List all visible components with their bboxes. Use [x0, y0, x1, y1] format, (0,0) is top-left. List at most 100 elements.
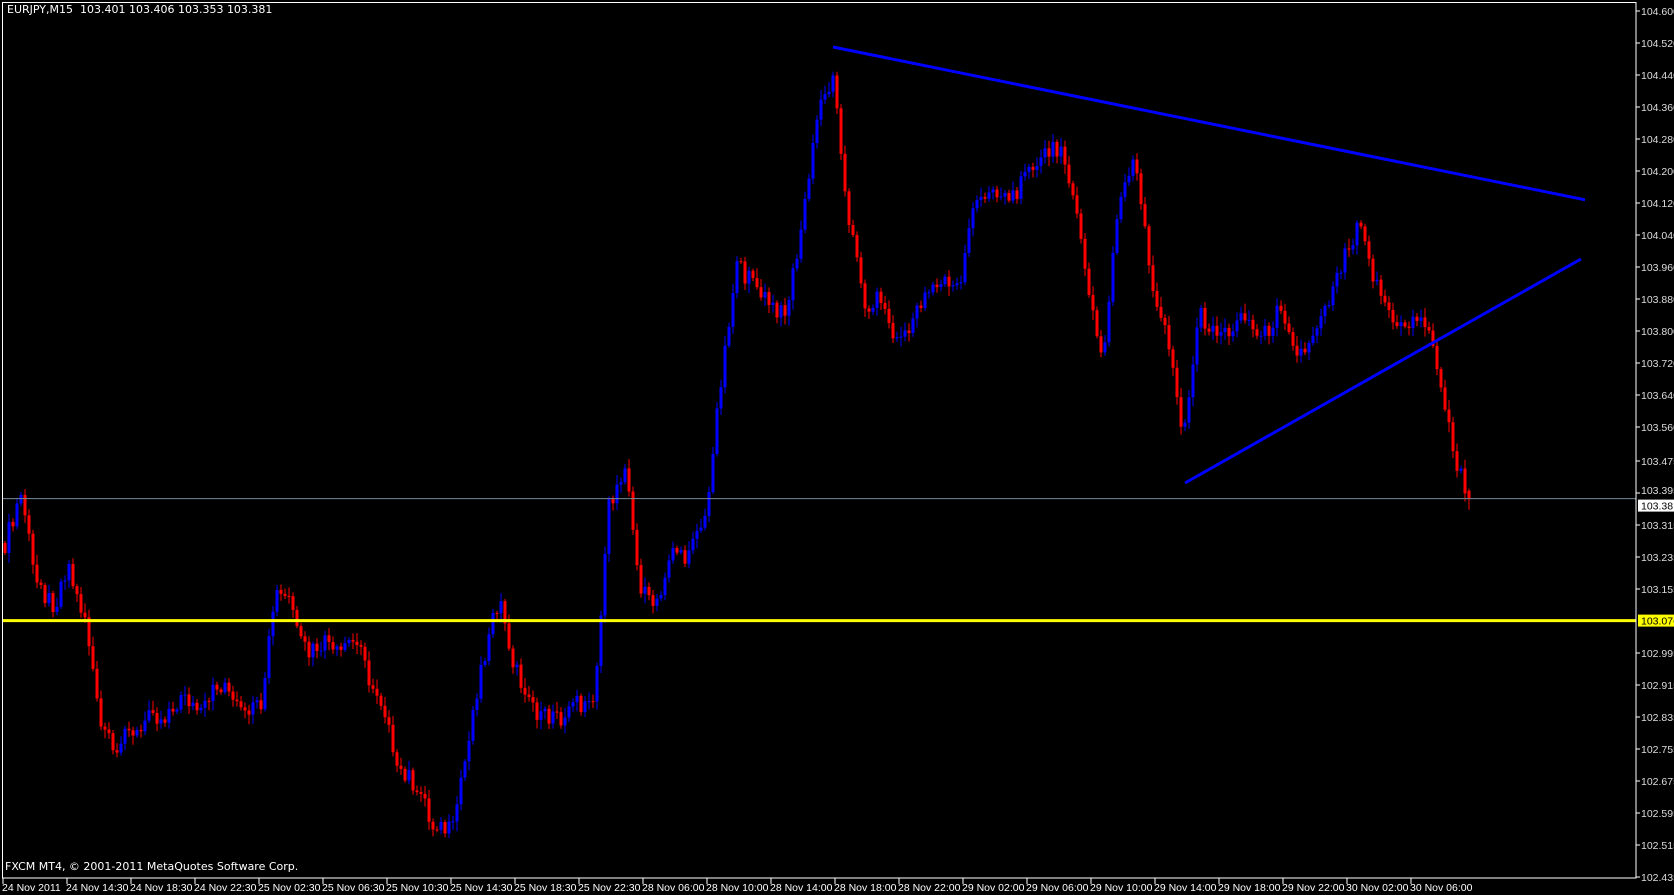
candle-body: [71, 563, 75, 587]
candle-body: [311, 643, 315, 658]
candle-body: [323, 635, 327, 651]
candle-body: [1427, 327, 1431, 331]
candle-body: [231, 691, 235, 700]
candle-body: [183, 694, 187, 696]
candle-body: [1031, 166, 1035, 170]
candle-body: [463, 761, 467, 778]
candle-body: [651, 595, 655, 606]
candle-body: [787, 300, 791, 316]
candle-body: [1291, 332, 1295, 346]
candle-body: [1431, 330, 1435, 346]
candle-body: [887, 308, 891, 323]
candle-body: [1175, 367, 1179, 398]
candle-body: [479, 664, 483, 699]
candle-body: [115, 750, 119, 753]
candle-body: [999, 196, 1003, 198]
candle-body: [1087, 268, 1091, 295]
candle-body: [675, 548, 679, 553]
candle-body: [1023, 171, 1027, 177]
candle-body: [195, 702, 199, 711]
candle-body: [959, 282, 963, 284]
candle-body: [103, 726, 107, 730]
candle-body: [1103, 342, 1107, 353]
candle-body: [811, 143, 815, 179]
candle-body: [1019, 176, 1023, 199]
candle-body: [427, 798, 431, 822]
candle-body: [487, 634, 491, 661]
price-tick-label: 104.120: [1641, 198, 1674, 210]
candle-body: [1003, 192, 1007, 197]
candle-body: [1215, 325, 1219, 336]
candle-body: [627, 468, 631, 492]
time-tick-label: 24 Nov 18:30: [130, 882, 193, 894]
chart-title: EURJPY,M15 103.401 103.406 103.353 103.3…: [7, 3, 272, 16]
candle-body: [947, 276, 951, 287]
candle-body: [927, 292, 931, 294]
candle-body: [1247, 319, 1251, 321]
candle-body: [127, 728, 131, 731]
candle-body: [443, 822, 447, 834]
candle-body: [1447, 409, 1451, 423]
candle-body: [227, 682, 231, 692]
candle-body: [1075, 195, 1079, 214]
candle-body: [867, 308, 871, 312]
candle-body: [619, 482, 623, 485]
candle-body: [623, 468, 627, 483]
candle-body: [1191, 364, 1195, 398]
candle-body: [123, 728, 127, 744]
price-tick-label: 102.835: [1641, 712, 1674, 724]
candle-body: [563, 717, 567, 726]
candle-body: [335, 646, 339, 650]
support-price-label-bg: [1638, 614, 1674, 627]
candle-body: [751, 270, 755, 279]
candle-body: [319, 650, 323, 652]
time-tick-label: 24 Nov 2011: [2, 882, 61, 894]
candle-body: [171, 708, 175, 712]
candle-body: [1387, 302, 1391, 310]
bid-price-label: 103.381: [1641, 501, 1674, 513]
candle-body: [159, 719, 163, 724]
candle-body: [907, 330, 911, 334]
price-tick-label: 103.235: [1641, 552, 1674, 564]
candle-body: [99, 698, 103, 727]
candle-body: [903, 330, 907, 337]
candle-body: [831, 75, 835, 92]
candle-body: [1127, 175, 1131, 183]
candle-body: [379, 695, 383, 706]
candle-body: [315, 643, 319, 651]
candle-body: [1159, 306, 1163, 318]
candle-body: [739, 261, 743, 263]
price-tick-label: 104.200: [1641, 166, 1674, 178]
candle-body: [27, 515, 31, 534]
candle-body: [451, 821, 455, 823]
candle-body: [783, 305, 787, 316]
candle-body: [875, 291, 879, 308]
time-tick-label: 29 Nov 14:00: [1154, 882, 1217, 894]
candle-body: [247, 710, 251, 715]
candle-body: [1243, 313, 1247, 321]
candle-body: [1439, 369, 1443, 388]
candle-body: [359, 645, 363, 647]
candle-body: [987, 192, 991, 199]
time-axis[interactable]: 24 Nov 2011 24 Nov 14:30 24 Nov 18:30 24 No…: [2, 878, 1473, 894]
candle-body: [1211, 325, 1215, 332]
candle-body: [459, 777, 463, 805]
candle-body: [967, 228, 971, 253]
price-axis[interactable]: 104.600 104.520 104.440 104.360 104.280 104.2…: [1636, 6, 1674, 884]
candle-body: [263, 678, 267, 710]
time-tick-label: 24 Nov 22:30: [194, 882, 257, 894]
candle-body: [1151, 265, 1155, 291]
candle-body: [571, 702, 575, 707]
candle-body: [727, 326, 731, 346]
candle-body: [551, 711, 555, 724]
candle-body: [1423, 317, 1427, 328]
candle-body: [979, 196, 983, 201]
candle-body: [519, 664, 523, 688]
candle-body: [823, 94, 827, 100]
price-tick-label: 102.915: [1641, 680, 1674, 692]
time-tick-label: 29 Nov 18:00: [1218, 882, 1281, 894]
candle-body: [1343, 248, 1347, 273]
bid-price-label-bg: [1638, 499, 1674, 512]
candle-body: [1451, 422, 1455, 452]
